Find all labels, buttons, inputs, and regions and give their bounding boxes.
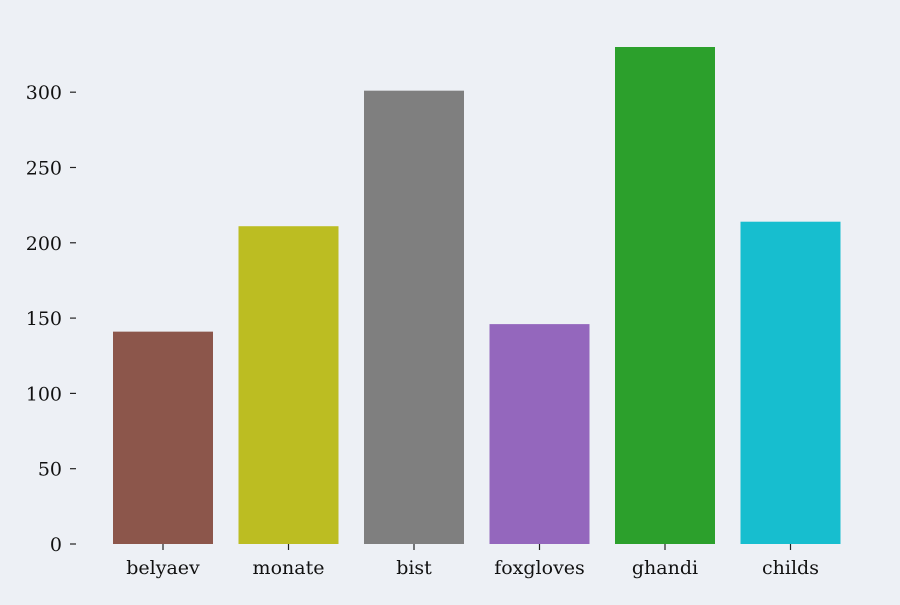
y-tick-label: 250 xyxy=(26,157,62,179)
y-tick-label: 150 xyxy=(26,308,62,330)
y-tick-label: 300 xyxy=(26,82,62,104)
y-tick-label: 100 xyxy=(26,383,62,405)
bar-foxgloves xyxy=(489,324,590,544)
y-tick-label: 0 xyxy=(50,534,62,556)
x-tick-label: monate xyxy=(253,557,325,579)
x-tick-label: foxgloves xyxy=(494,557,585,579)
bar-belyaev xyxy=(113,331,213,544)
y-tick-label: 200 xyxy=(26,233,62,255)
bar-ghandi xyxy=(615,47,715,544)
x-tick-label: childs xyxy=(762,557,819,579)
x-tick-label: bist xyxy=(396,557,432,579)
y-tick-label: 50 xyxy=(38,459,62,481)
bar-childs xyxy=(740,221,841,544)
x-tick-label: belyaev xyxy=(126,557,200,579)
x-axis: belyaev monate bist foxgloves ghandi childs xyxy=(126,544,819,579)
bar-bist xyxy=(364,90,464,545)
bar-monate xyxy=(238,226,339,545)
x-tick-label: ghandi xyxy=(632,557,698,579)
y-axis: 0 50 100 150 200 250 300 xyxy=(26,82,76,556)
bars-layer xyxy=(113,47,841,545)
